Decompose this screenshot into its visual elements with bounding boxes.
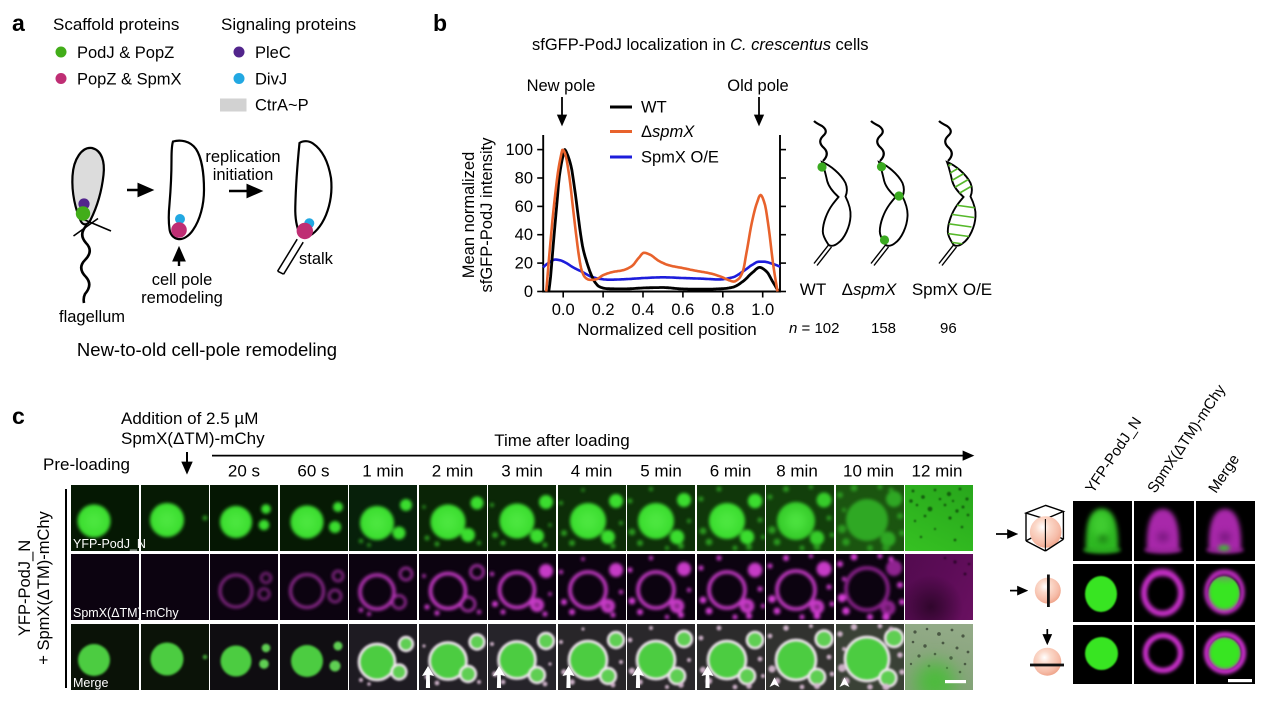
svg-text:Normalized cell position: Normalized cell position [577,320,757,339]
svg-text:Signaling proteins: Signaling proteins [221,15,356,34]
svg-text:YFP-PodJ_N: YFP-PodJ_N [16,540,34,636]
svg-text:PodJ & PopZ: PodJ & PopZ [77,44,174,62]
svg-text:remodeling: remodeling [141,289,223,307]
svg-text:ΔspmX: ΔspmX [842,280,897,299]
svg-text:initiation: initiation [213,166,274,184]
svg-text:PleC: PleC [255,44,291,62]
svg-text:0.0: 0.0 [552,301,575,319]
svg-text:ΔspmX: ΔspmX [641,123,695,141]
svg-text:Time after loading: Time after loading [494,431,629,450]
svg-text:Merge: Merge [1205,451,1243,496]
svg-text:5 min: 5 min [640,462,682,481]
svg-text:Pre-loading: Pre-loading [43,455,130,474]
svg-text:c: c [12,403,25,429]
svg-text:60 s: 60 s [297,462,329,481]
svg-text:0.6: 0.6 [671,301,694,319]
svg-text:a: a [12,10,25,36]
svg-text:CtrA~P: CtrA~P [255,97,309,115]
svg-text:40: 40 [515,226,533,244]
svg-text:flagellum: flagellum [59,308,125,326]
svg-text:WT: WT [800,280,826,299]
svg-text:100: 100 [505,141,533,159]
svg-text:20 s: 20 s [228,462,260,481]
svg-text:Old pole: Old pole [727,77,788,95]
svg-text:2 min: 2 min [432,462,474,481]
svg-text:20: 20 [515,255,533,273]
svg-text:replication: replication [205,148,280,166]
svg-text:158: 158 [871,320,896,337]
svg-text:stalk: stalk [299,250,334,268]
svg-text:80: 80 [515,170,533,188]
svg-text:PopZ & SpmX: PopZ & SpmX [77,71,182,89]
svg-text:cell pole: cell pole [152,271,213,289]
svg-text:96: 96 [940,320,957,337]
svg-text:3 min: 3 min [501,462,543,481]
svg-text:SpmX O/E: SpmX O/E [912,280,992,299]
svg-text:DivJ: DivJ [255,71,287,89]
svg-text:SpmX(ΔTM)-mChy: SpmX(ΔTM)-mChy [121,429,265,448]
svg-text:6 min: 6 min [710,462,752,481]
svg-text:0: 0 [524,283,533,301]
svg-text:0.2: 0.2 [592,301,615,319]
svg-text:sfGFP-PodJ intensity: sfGFP-PodJ intensity [478,137,496,293]
svg-text:New-to-old cell-pole remodelin: New-to-old cell-pole remodeling [77,339,337,360]
svg-text:1.0: 1.0 [751,301,774,319]
svg-text:0.8: 0.8 [711,301,734,319]
svg-text:4 min: 4 min [571,462,613,481]
svg-text:New pole: New pole [527,77,596,95]
svg-text:+ SpmX(ΔTM)-mChy: + SpmX(ΔTM)-mChy [35,510,53,664]
svg-text:0.4: 0.4 [632,301,655,319]
svg-text:8 min: 8 min [776,462,818,481]
svg-text:SpmX O/E: SpmX O/E [641,149,719,167]
svg-text:b: b [433,10,447,36]
svg-text:YFP-PodJ_N: YFP-PodJ_N [1082,414,1145,496]
svg-text:Scaffold proteins: Scaffold proteins [53,15,179,34]
svg-text:Mean normalized: Mean normalized [460,152,478,279]
svg-text:10 min: 10 min [843,462,894,481]
svg-text:SpmX(ΔTM)-mChy: SpmX(ΔTM)-mChy [1144,381,1229,496]
svg-text:sfGFP-PodJ localization in C.: sfGFP-PodJ localization in C. crescentus… [532,36,869,54]
svg-text:60: 60 [515,198,533,216]
svg-text:12 min: 12 min [911,462,962,481]
svg-text:WT: WT [641,99,667,117]
svg-text:Addition of 2.5 µM: Addition of 2.5 µM [121,409,258,428]
svg-text:n = 102: n = 102 [789,320,839,337]
svg-text:1 min: 1 min [362,462,404,481]
